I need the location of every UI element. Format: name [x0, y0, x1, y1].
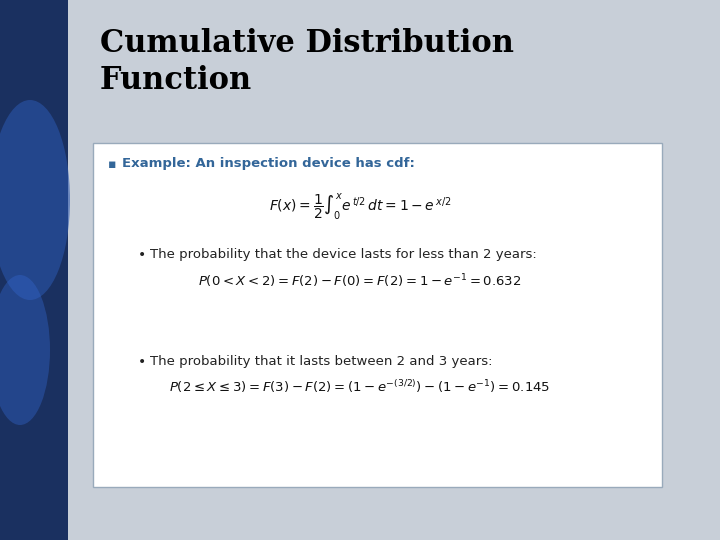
Text: The probability that it lasts between 2 and 3 years:: The probability that it lasts between 2 … [150, 355, 492, 368]
Ellipse shape [0, 275, 50, 425]
Ellipse shape [0, 100, 70, 300]
Bar [0, 0, 68, 540]
Text: $P(2 \leq X \leq 3) = F(3) - F(2) = (1-e^{-(3/2)}) - (1-e^{-1}) = 0.145$: $P(2 \leq X \leq 3) = F(3) - F(2) = (1-e… [169, 378, 551, 395]
Text: $P(0 < X < 2) = F(2) - F(0) = F(2) = 1 - e^{-1} = 0.632$: $P(0 < X < 2) = F(2) - F(0) = F(2) = 1 -… [198, 272, 522, 289]
Text: Function: Function [100, 65, 252, 96]
Text: Example: An inspection device has cdf:: Example: An inspection device has cdf: [122, 157, 415, 170]
Text: •: • [138, 248, 146, 262]
Text: ▪: ▪ [108, 158, 117, 171]
Text: The probability that the device lasts for less than 2 years:: The probability that the device lasts fo… [150, 248, 536, 261]
Text: •: • [138, 355, 146, 369]
FancyBboxPatch shape [93, 143, 662, 487]
Text: $F(x) = \dfrac{1}{2}\int_0^{x} e^{\,t/2}\,dt = 1 - e^{\,x/2}$: $F(x) = \dfrac{1}{2}\int_0^{x} e^{\,t/2}… [269, 192, 451, 222]
Text: Cumulative Distribution: Cumulative Distribution [100, 28, 514, 59]
